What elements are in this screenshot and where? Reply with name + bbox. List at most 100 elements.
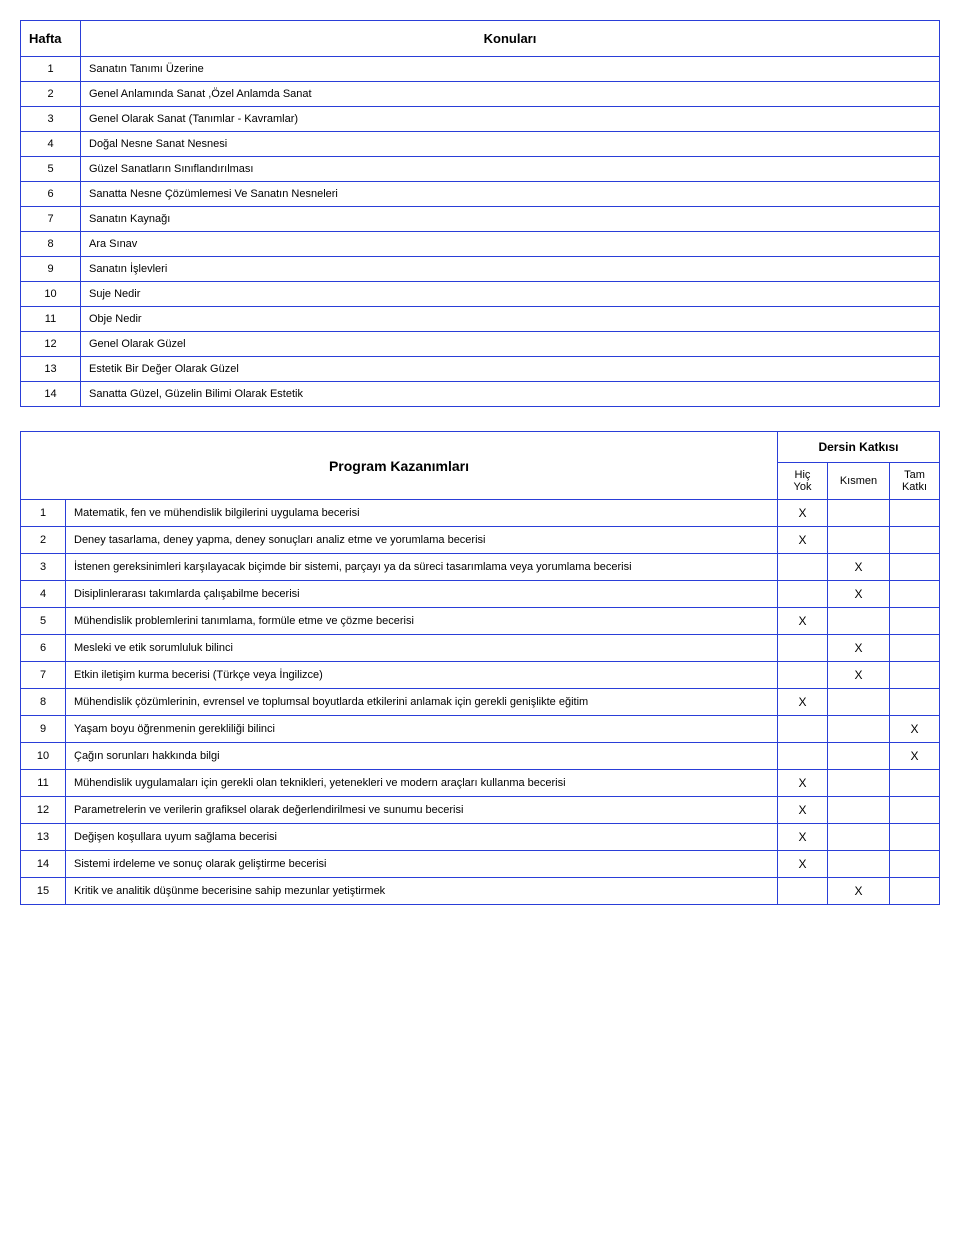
mark-kismen — [828, 824, 890, 851]
outcome-text: Mesleki ve etik sorumluluk bilinci — [66, 635, 778, 662]
mark-hic-yok — [778, 581, 828, 608]
header-tam-katki: TamKatkı — [890, 463, 940, 500]
week-number: 9 — [21, 257, 81, 282]
mark-hic-yok — [778, 716, 828, 743]
outcome-text: Mühendislik problemlerini tanımlama, for… — [66, 608, 778, 635]
mark-hic-yok — [778, 554, 828, 581]
table-row: 6Mesleki ve etik sorumluluk bilinciX — [21, 635, 940, 662]
week-topic: Sanatta Nesne Çözümlemesi Ve Sanatın Nes… — [81, 182, 940, 207]
outcome-text: Etkin iletişim kurma becerisi (Türkçe ve… — [66, 662, 778, 689]
header-hic-yok-text: HiçYok — [794, 469, 812, 493]
week-number: 2 — [21, 82, 81, 107]
mark-hic-yok — [778, 635, 828, 662]
mark-kismen: X — [828, 554, 890, 581]
week-number: 1 — [21, 57, 81, 82]
week-topic: Genel Olarak Güzel — [81, 332, 940, 357]
mark-kismen — [828, 797, 890, 824]
week-number: 14 — [21, 382, 81, 407]
header-topic: Konuları — [81, 21, 940, 57]
mark-tam-katki — [890, 689, 940, 716]
outcome-number: 7 — [21, 662, 66, 689]
mark-hic-yok: X — [778, 824, 828, 851]
week-topic: Genel Olarak Sanat (Tanımlar - Kavramlar… — [81, 107, 940, 132]
mark-kismen — [828, 716, 890, 743]
table-row: 7Sanatın Kaynağı — [21, 207, 940, 232]
table-row: 1Matematik, fen ve mühendislik bilgileri… — [21, 500, 940, 527]
week-topic: Suje Nedir — [81, 282, 940, 307]
week-number: 13 — [21, 357, 81, 382]
header-contribution: Dersin Katkısı — [778, 432, 940, 463]
outcome-number: 15 — [21, 878, 66, 905]
mark-hic-yok: X — [778, 770, 828, 797]
outcome-text: Parametrelerin ve verilerin grafiksel ol… — [66, 797, 778, 824]
outcome-number: 6 — [21, 635, 66, 662]
outcome-number: 2 — [21, 527, 66, 554]
outcome-text: Mühendislik çözümlerinin, evrensel ve to… — [66, 689, 778, 716]
table-row: 5Mühendislik problemlerini tanımlama, fo… — [21, 608, 940, 635]
mark-tam-katki — [890, 500, 940, 527]
mark-hic-yok: X — [778, 500, 828, 527]
header-hic-yok: HiçYok — [778, 463, 828, 500]
table-row: 1Sanatın Tanımı Üzerine — [21, 57, 940, 82]
mark-tam-katki — [890, 851, 940, 878]
mark-tam-katki — [890, 662, 940, 689]
table-row: 8Ara Sınav — [21, 232, 940, 257]
table-row: 6Sanatta Nesne Çözümlemesi Ve Sanatın Ne… — [21, 182, 940, 207]
outcome-number: 1 — [21, 500, 66, 527]
mark-tam-katki — [890, 770, 940, 797]
outcome-number: 11 — [21, 770, 66, 797]
weeks-table: Hafta Konuları 1Sanatın Tanımı Üzerine2G… — [20, 20, 940, 407]
mark-hic-yok — [778, 662, 828, 689]
mark-kismen — [828, 689, 890, 716]
table-row: 14Sistemi irdeleme ve sonuç olarak geliş… — [21, 851, 940, 878]
mark-tam-katki — [890, 635, 940, 662]
outcome-text: Değişen koşullara uyum sağlama becerisi — [66, 824, 778, 851]
table-row: 10Suje Nedir — [21, 282, 940, 307]
week-number: 4 — [21, 132, 81, 157]
header-program: Program Kazanımları — [21, 432, 778, 500]
table-row: 7Etkin iletişim kurma becerisi (Türkçe v… — [21, 662, 940, 689]
week-number: 12 — [21, 332, 81, 357]
week-topic: Sanatın İşlevleri — [81, 257, 940, 282]
mark-tam-katki — [890, 581, 940, 608]
table-row: 13Değişen koşullara uyum sağlama beceris… — [21, 824, 940, 851]
mark-hic-yok — [778, 878, 828, 905]
mark-kismen — [828, 770, 890, 797]
mark-tam-katki — [890, 824, 940, 851]
outcomes-header-row-1: Program Kazanımları Dersin Katkısı — [21, 432, 940, 463]
table-row: 4Doğal Nesne Sanat Nesnesi — [21, 132, 940, 157]
mark-hic-yok — [778, 743, 828, 770]
mark-tam-katki — [890, 878, 940, 905]
outcome-number: 10 — [21, 743, 66, 770]
mark-tam-katki — [890, 608, 940, 635]
outcome-number: 9 — [21, 716, 66, 743]
outcome-text: Mühendislik uygulamaları için gerekli ol… — [66, 770, 778, 797]
table-row: 15Kritik ve analitik düşünme becerisine … — [21, 878, 940, 905]
weeks-table-header-row: Hafta Konuları — [21, 21, 940, 57]
mark-tam-katki: X — [890, 716, 940, 743]
week-number: 3 — [21, 107, 81, 132]
mark-kismen — [828, 743, 890, 770]
outcome-number: 8 — [21, 689, 66, 716]
outcome-number: 13 — [21, 824, 66, 851]
mark-kismen: X — [828, 581, 890, 608]
mark-kismen: X — [828, 878, 890, 905]
outcome-number: 14 — [21, 851, 66, 878]
table-row: 9Yaşam boyu öğrenmenin gerekliliği bilin… — [21, 716, 940, 743]
mark-hic-yok: X — [778, 797, 828, 824]
outcome-text: Yaşam boyu öğrenmenin gerekliliği bilinc… — [66, 716, 778, 743]
week-topic: Sanatın Tanımı Üzerine — [81, 57, 940, 82]
outcome-text: Sistemi irdeleme ve sonuç olarak gelişti… — [66, 851, 778, 878]
week-number: 7 — [21, 207, 81, 232]
table-row: 10Çağın sorunları hakkında bilgiX — [21, 743, 940, 770]
outcome-text: Çağın sorunları hakkında bilgi — [66, 743, 778, 770]
table-row: 14Sanatta Güzel, Güzelin Bilimi Olarak E… — [21, 382, 940, 407]
outcome-text: İstenen gereksinimleri karşılayacak biçi… — [66, 554, 778, 581]
table-row: 2Genel Anlamında Sanat ,Özel Anlamda San… — [21, 82, 940, 107]
outcome-number: 3 — [21, 554, 66, 581]
outcomes-table: Program Kazanımları Dersin Katkısı HiçYo… — [20, 431, 940, 905]
mark-hic-yok: X — [778, 851, 828, 878]
table-row: 9Sanatın İşlevleri — [21, 257, 940, 282]
table-row: 13Estetik Bir Değer Olarak Güzel — [21, 357, 940, 382]
header-tam-text: TamKatkı — [902, 469, 927, 493]
